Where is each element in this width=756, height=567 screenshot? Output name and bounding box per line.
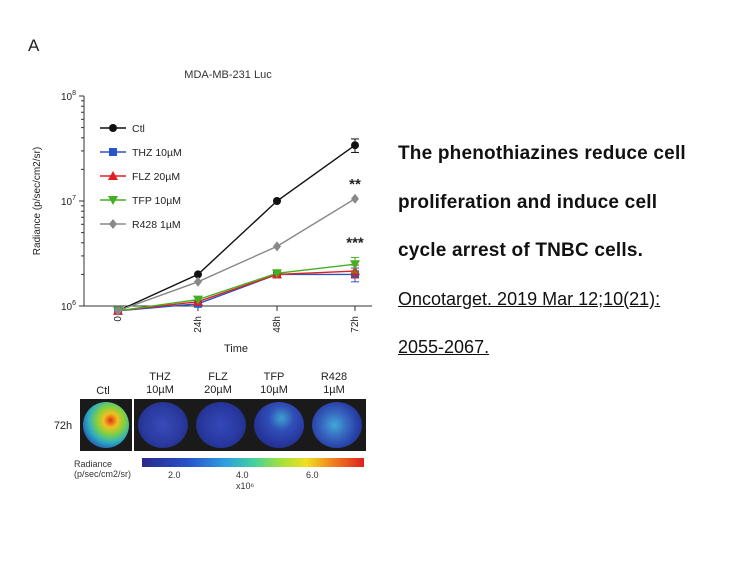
data-point [272,269,282,279]
data-point [351,141,359,150]
row-label: 72h [53,420,73,432]
caption-line-1: The phenothiazines reduce cell [398,143,686,164]
plate-ctl [80,399,132,451]
colorbar-tick: 6.0 [306,470,319,480]
data-point [350,260,360,270]
x-tick-label: 24h [193,316,204,333]
well-tfp [254,402,304,448]
data-point [273,241,281,252]
column-label-flz: FLZ 20µM [204,371,232,396]
citation-link-2[interactable]: 2055-2067. [398,337,490,357]
colorbar-tick: 4.0 [236,470,249,480]
legend-label: THZ 10µM [132,147,182,159]
legend-label: Ctl [132,123,145,135]
column-label-ctl: Ctl [96,385,110,397]
legend-label: R428 1µM [132,219,181,231]
legend-label: FLZ 20µM [132,171,180,183]
plate-treatments [134,399,366,451]
data-point [351,193,359,204]
column-label-tfp: TFP 10µM [260,371,288,396]
legend-marker [109,124,117,132]
series-line [117,198,356,312]
series-line [117,263,356,312]
panel-label: A [28,36,40,55]
series-line [117,270,356,312]
legend-marker [108,196,118,205]
legend-marker [109,148,117,156]
colorbar-label: Radiance (p/sec/cm2/sr) [74,459,132,479]
data-point [114,305,122,316]
legend-label: TFP 10µM [132,195,181,207]
well-flz [196,402,246,448]
colorbar-unit: x10⁶ [236,481,255,491]
significance-marker: ** [349,176,361,193]
column-label-thz: THZ 10µM [146,371,174,396]
caption-line-2: proliferation and induce cell [398,192,658,213]
legend-marker [108,171,118,180]
significance-marker: *** [346,234,364,251]
colorbar [142,458,364,467]
y-tick-label: 106 [61,300,76,313]
well-thz [138,402,188,448]
x-axis-label: Time [224,343,248,355]
series-line [117,144,356,312]
x-tick-label: 48h [272,316,283,333]
citation-link-1[interactable]: Oncotarget. 2019 Mar 12;10(21): [398,289,661,309]
data-point [273,197,281,205]
y-axis-label: Radiance (p/sec/cm2/sr) [32,147,43,255]
well-r428 [312,402,362,448]
data-point [193,295,203,305]
y-tick-label: 107 [61,195,76,208]
y-tick-label: 108 [61,90,76,103]
series-line [117,273,355,312]
data-point [194,276,202,287]
caption-line-3: cycle arrest of TNBC cells. [398,240,644,261]
x-tick-label: 0 [113,316,124,322]
legend-marker [109,219,117,229]
column-label-r428: R428 1µM [320,371,348,396]
data-point [194,270,202,279]
chart-title: MDA-MB-231 Luc [184,69,272,81]
colorbar-tick: 2.0 [168,470,181,480]
x-tick-label: 72h [350,316,361,333]
well-ctl [83,402,129,448]
